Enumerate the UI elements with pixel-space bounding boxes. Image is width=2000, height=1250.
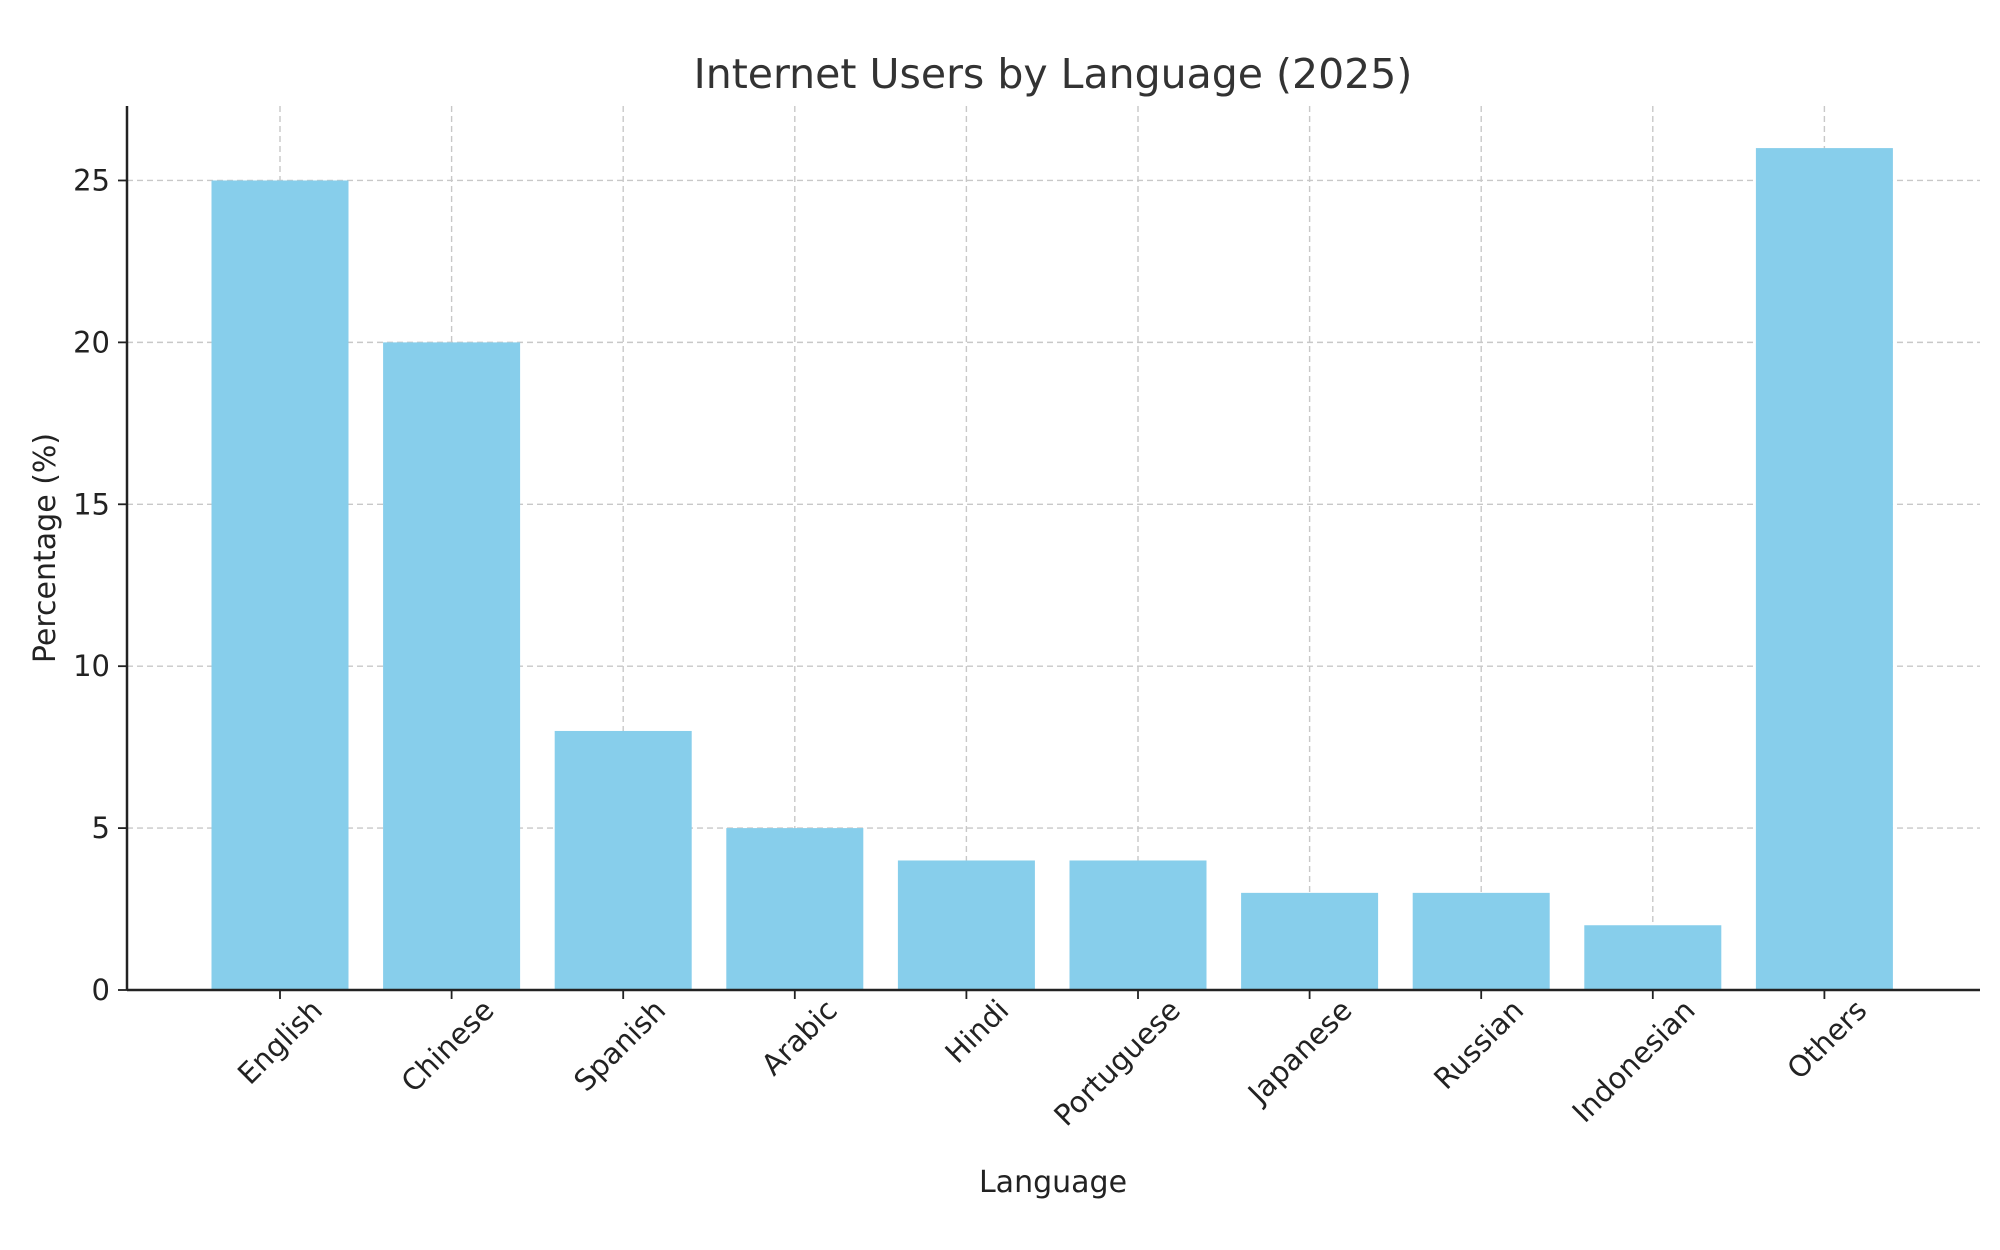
bar-spanish [554,730,692,990]
bar-chinese [383,342,521,990]
x-tick-label-hindi: Hindi [938,993,1015,1070]
y-tick-label: 25 [73,163,110,197]
x-tick-label-indonesian: Indonesian [1566,993,1702,1129]
x-tick-label-chinese: Chinese [395,993,501,1099]
x-tick-label-english: English [231,993,329,1091]
bar-hindi [897,860,1035,990]
x-ticks: English Chinese Spanish Arabic Hindi Portugue… [231,990,1873,1133]
x-tick-label-portuguese: Portuguese [1047,993,1187,1133]
y-tick-label: 20 [73,325,110,359]
y-ticks: 0 5 10 15 20 25 [73,163,127,1007]
y-axis-label: Percentage (%) [28,433,63,663]
x-tick-label-spanish: Spanish [567,993,672,1098]
y-tick-label: 10 [73,649,110,683]
y-tick-label: 0 [92,973,110,1007]
bar-portuguese [1069,860,1207,990]
bar-japanese [1241,892,1379,990]
bar-russian [1412,892,1550,990]
axes [125,106,1980,992]
x-tick-label-others: Others [1780,993,1873,1086]
x-tick-label-japanese: Japanese [1240,993,1359,1112]
y-tick-label: 5 [92,811,110,845]
x-tick-label-russian: Russian [1427,993,1530,1096]
x-tick-label-arabic: Arabic [755,993,844,1082]
bar-english [211,180,349,990]
chart-title: Internet Users by Language (2025) [694,50,1413,98]
bar-indonesian [1584,925,1722,990]
bar-others [1755,148,1893,991]
bar-arabic [726,828,864,990]
x-axis-label: Language [979,1165,1127,1200]
bars [211,148,1893,991]
y-tick-label: 15 [73,487,110,521]
